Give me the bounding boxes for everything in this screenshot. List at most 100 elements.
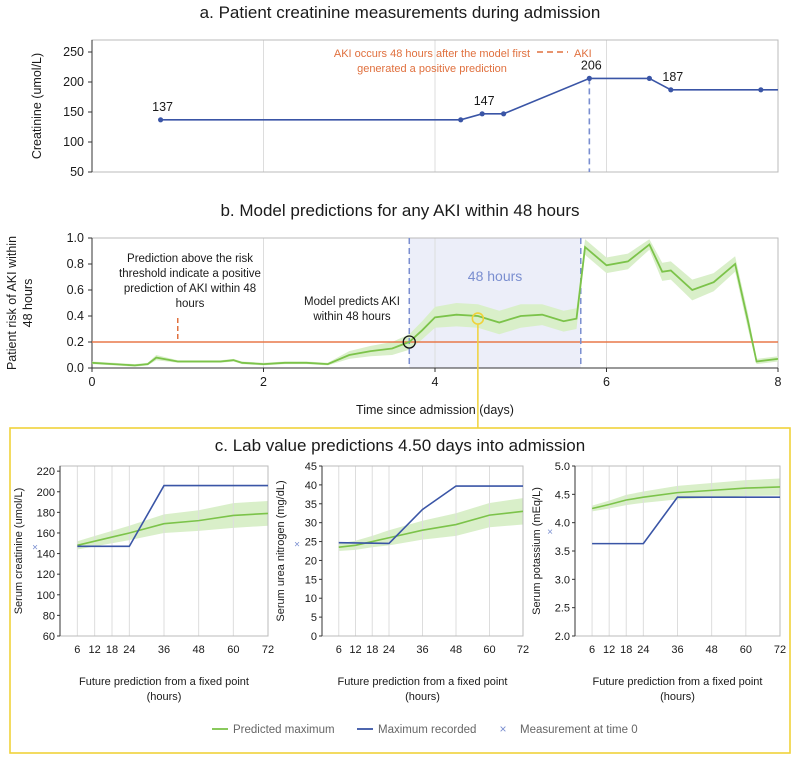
selected-time-marker	[471, 312, 485, 325]
panel-a-title: a. Patient creatinine measurements durin…	[200, 3, 601, 22]
y-tick-label: 5.0	[555, 461, 570, 473]
creatinine-point	[668, 87, 674, 93]
x-tick-label: 60	[740, 644, 752, 656]
x-tick-label: 24	[123, 644, 135, 656]
threshold-annotation: Prediction above the risk threshold indic…	[119, 253, 261, 310]
x-tick-label: 36	[416, 644, 428, 656]
x-tick-label: 18	[620, 644, 632, 656]
predicts-annotation: Model predicts AKI within 48 hours	[304, 296, 400, 323]
creatinine-point	[158, 117, 164, 123]
x-tick-label: 12	[349, 644, 361, 656]
y-tick-label: 4.0	[555, 518, 570, 530]
y-tick-label: 30	[305, 518, 317, 530]
x-tick-label: 6	[336, 644, 342, 656]
y-tick-label: 0.2	[67, 335, 84, 349]
x-tick-label: 4	[432, 375, 439, 389]
measurement-t0-marker: ×	[32, 542, 38, 553]
creatinine-point	[586, 75, 592, 81]
lab-creatinine-chart: 60 80 100 120 140 160 180 200 220 6 12 18 24 36 48 60 72…	[13, 465, 274, 703]
x-tick-label: 72	[517, 644, 529, 656]
creatinine-line	[160, 77, 778, 121]
legend-measurement-label: Measurement at time 0	[520, 724, 638, 736]
x-tick-label: 18	[366, 644, 378, 656]
risk-chart: 0.0 0.2 0.4 0.6 0.8 1.0 0 2 4 6 8 Time since admiss…	[5, 231, 782, 417]
y-axis-label: Serum urea nitrogen (mg/dL)	[275, 480, 287, 621]
window-label: 48 hours	[468, 268, 522, 284]
prediction-band	[77, 501, 268, 550]
y-tick-label: 25	[305, 537, 317, 549]
y-axis-label: Serum creatinine (umol/L)	[13, 488, 25, 615]
creatinine-point	[758, 87, 764, 93]
predicted-maximum-line	[77, 512, 269, 547]
y-tick-label: 45	[305, 461, 317, 473]
x-tick-label: 24	[637, 644, 649, 656]
y-tick-label: 220	[37, 466, 55, 478]
first-positive-marker	[402, 335, 416, 349]
y-tick-label: 180	[37, 507, 55, 519]
creatinine-point	[479, 111, 485, 117]
creatinine-chart: 50 100 150 200 250 Creatinine (umol/L) 137 147 2…	[30, 39, 779, 179]
prediction-band	[592, 478, 780, 512]
y-tick-label: 5	[311, 612, 317, 624]
legend-recorded-label: Maximum recorded	[378, 724, 476, 736]
x-tick-label: 72	[262, 644, 274, 656]
x-tick-label: 12	[89, 644, 101, 656]
measurement-t0-marker: ×	[547, 527, 553, 538]
x-tick-label: 36	[158, 644, 170, 656]
x-tick-label: 0	[89, 375, 96, 389]
y-tick-label: 120	[37, 569, 55, 581]
creatinine-point	[458, 117, 464, 123]
recorded-maximum-line	[77, 484, 268, 548]
y-tick-label: 3.0	[555, 574, 570, 586]
x-tick-label: 6	[589, 644, 595, 656]
x-tick-label: 72	[774, 644, 786, 656]
y-tick-label: 80	[43, 610, 55, 622]
y-tick-label: 50	[70, 165, 84, 179]
y-tick-label: 160	[37, 528, 55, 540]
y-tick-label: 10	[305, 593, 317, 605]
x-tick-label: 36	[671, 644, 683, 656]
y-tick-label: 35	[305, 499, 317, 511]
x-tick-label: 60	[483, 644, 495, 656]
y-tick-label: 15	[305, 574, 317, 586]
panel-c-frame	[9, 427, 791, 754]
point-label: 187	[662, 70, 683, 84]
measurement-t0-marker: ×	[294, 539, 300, 550]
x-tick-label: 8	[775, 375, 782, 389]
risk-uncertainty-band	[92, 239, 778, 367]
y-tick-label: 2.5	[555, 603, 570, 615]
x-tick-label: 24	[383, 644, 395, 656]
panel-c-title: c. Lab value predictions 4.50 days into …	[215, 436, 585, 455]
y-tick-label: 200	[63, 75, 84, 89]
x-axis-label: Future prediction from a fixed point (hou…	[338, 676, 508, 703]
x-tick-label: 48	[450, 644, 462, 656]
point-label: 137	[152, 100, 173, 114]
y-tick-label: 0.6	[67, 283, 84, 297]
point-label: 206	[581, 58, 602, 72]
y-tick-label: 0	[311, 631, 317, 643]
y-tick-label: 3.5	[555, 546, 570, 558]
x-axis-label: Future prediction from a fixed point (hou…	[593, 676, 763, 703]
creatinine-point	[646, 75, 652, 81]
lab-urea-chart: 0 5 10 15 20 25 30 35 40 45 6 12 18 24 36 48 60 72 Serum u…	[275, 461, 529, 703]
y-tick-label: 60	[43, 631, 55, 643]
legend-predicted-label: Predicted maximum	[233, 724, 335, 736]
x-tick-label: 6	[603, 375, 610, 389]
legend: Predicted maximum Maximum recorded × Mea…	[212, 722, 638, 736]
x-tick-label: 6	[74, 644, 80, 656]
y-tick-label: 200	[37, 487, 55, 499]
y-axis-label: Serum potassium (mEq/L)	[531, 487, 543, 615]
y-tick-label: 20	[305, 555, 317, 567]
y-axis-label: Creatinine (umol/L)	[30, 53, 44, 159]
x-tick-label: 18	[106, 644, 118, 656]
y-tick-label: 0.8	[67, 257, 84, 271]
x-tick-label: 12	[603, 644, 615, 656]
panel-b-title: b. Model predictions for any AKI within …	[220, 201, 579, 220]
lab-potassium-chart: 2.0 2.5 3.0 3.5 4.0 4.5 5.0 6 12 18 24 36 48 60 72 Seru…	[531, 461, 786, 703]
legend-measurement-swatch: ×	[499, 722, 506, 736]
y-tick-label: 0.0	[67, 361, 84, 375]
x-tick-label: 48	[706, 644, 718, 656]
x-tick-label: 2	[260, 375, 267, 389]
prediction-window	[409, 238, 581, 368]
